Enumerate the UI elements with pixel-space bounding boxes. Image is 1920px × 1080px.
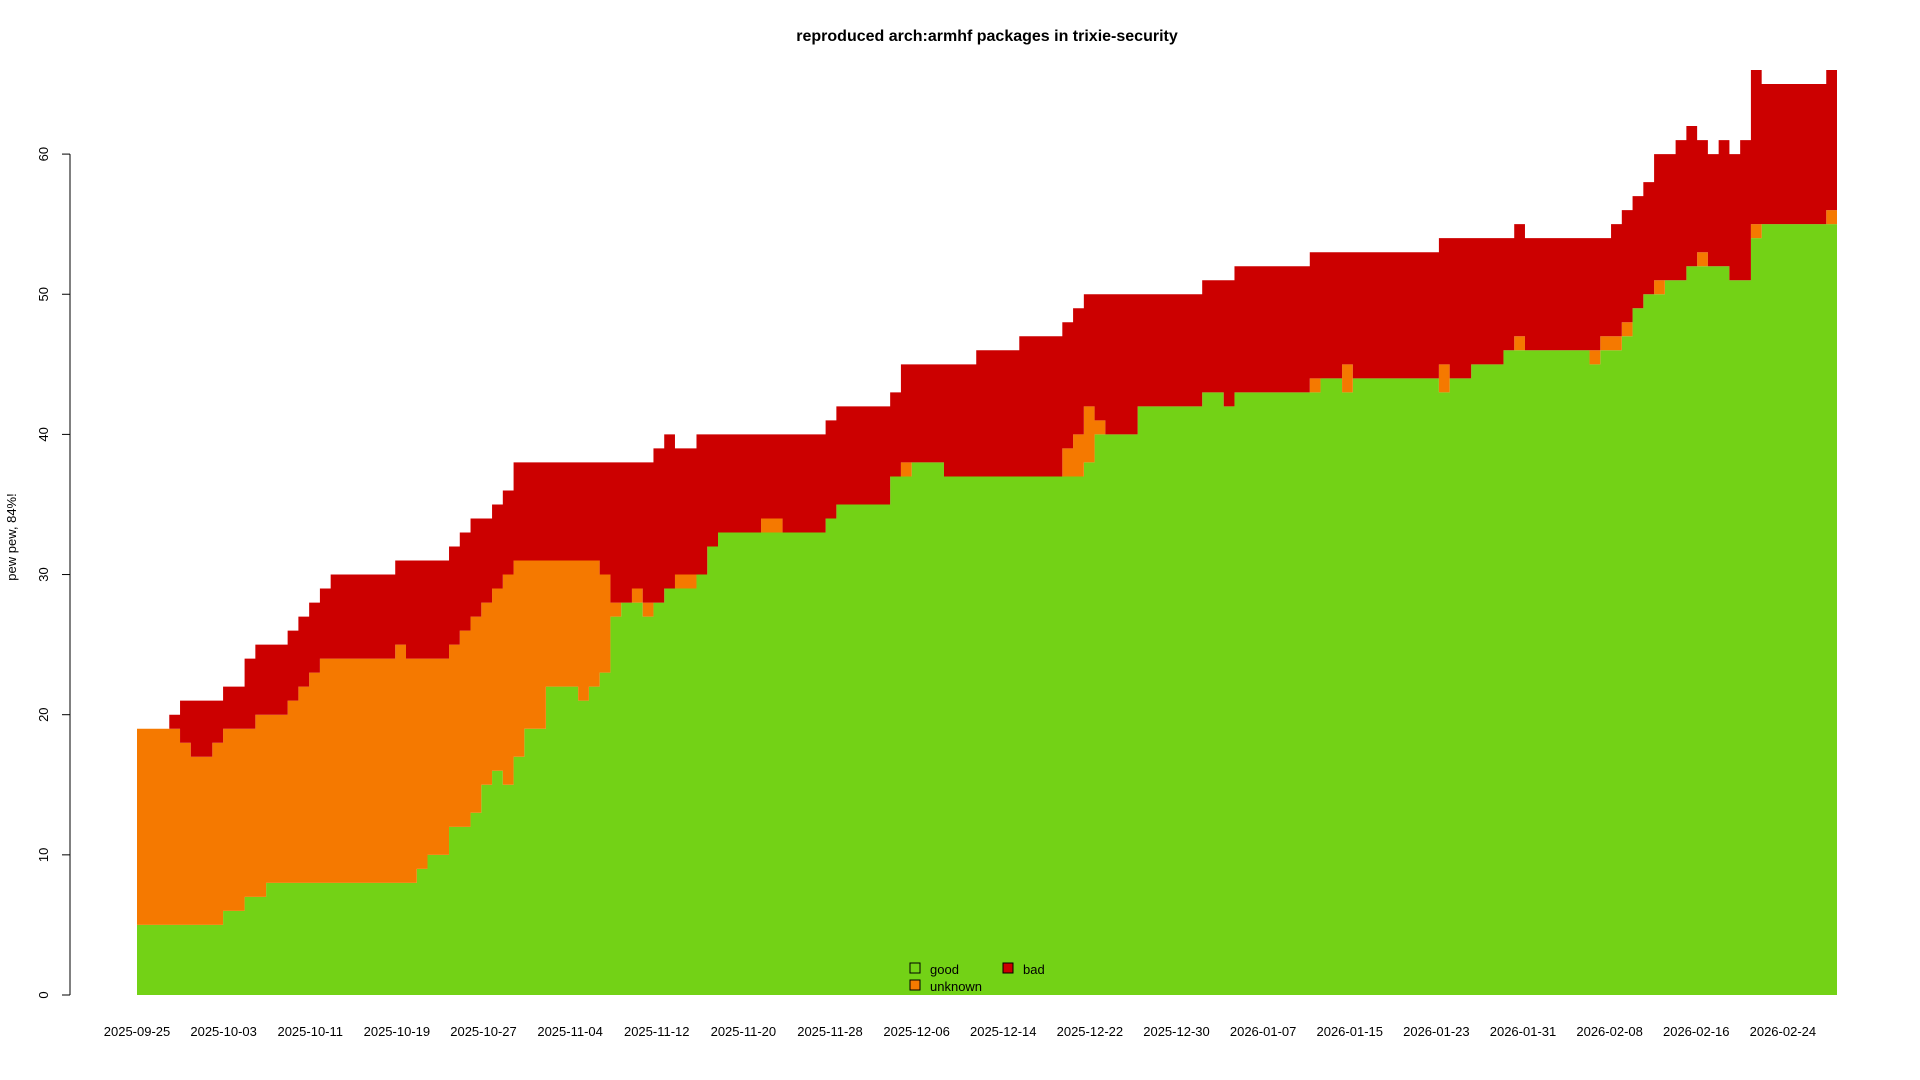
series-area-good — [137, 224, 1837, 996]
legend-swatch-good — [909, 962, 921, 974]
x-tick-label: 2025-11-28 — [797, 1024, 863, 1039]
y-tick-label: 10 — [36, 848, 51, 862]
legend-swatch-bad — [1002, 962, 1014, 974]
x-tick-label: 2025-10-27 — [450, 1024, 517, 1039]
x-tick-label: 2025-12-14 — [970, 1024, 1037, 1039]
series-layer — [137, 70, 1837, 996]
x-tick-label: 2026-02-24 — [1750, 1024, 1817, 1039]
series-area-bad — [137, 70, 1837, 757]
legend-label-unknown: unknown — [930, 979, 982, 994]
y-axis-label: pew pew, 84%! — [4, 493, 19, 580]
x-tick-label: 2025-12-30 — [1143, 1024, 1210, 1039]
y-axis: 0 10 20 30 40 50 60 — [36, 147, 71, 999]
x-tick-label: 2025-10-03 — [190, 1024, 257, 1039]
x-tick-label: 2026-01-31 — [1490, 1024, 1557, 1039]
x-tick-label: 2025-12-22 — [1057, 1024, 1124, 1039]
x-axis: 2025-09-25 2025-10-03 2025-10-11 2025-10-19… — [104, 1024, 1816, 1039]
series-area-unknown — [137, 210, 1837, 925]
x-tick-label: 2025-11-12 — [624, 1024, 690, 1039]
x-tick-label: 2026-02-08 — [1576, 1024, 1643, 1039]
x-tick-label: 2025-10-19 — [364, 1024, 431, 1039]
x-tick-label: 2026-02-16 — [1663, 1024, 1730, 1039]
legend-label-bad: bad — [1023, 962, 1045, 977]
legend-swatch-unknown — [909, 979, 921, 991]
x-tick-label: 2025-09-25 — [104, 1024, 171, 1039]
legend-label-good: good — [930, 962, 959, 977]
x-tick-label: 2025-11-20 — [711, 1024, 777, 1039]
y-tick-label: 40 — [36, 427, 51, 441]
chart-title: reproduced arch:armhf packages in trixie… — [796, 28, 1178, 45]
legend: good unknown bad — [909, 962, 1045, 994]
y-tick-label: 20 — [36, 707, 51, 721]
y-tick-label: 30 — [36, 567, 51, 581]
y-tick-label: 0 — [36, 991, 51, 998]
y-tick-label: 60 — [36, 147, 51, 161]
y-tick-label: 50 — [36, 287, 51, 301]
x-tick-label: 2025-10-11 — [277, 1024, 343, 1039]
x-tick-label: 2026-01-23 — [1403, 1024, 1470, 1039]
x-tick-label: 2026-01-15 — [1316, 1024, 1383, 1039]
x-tick-label: 2025-11-04 — [537, 1024, 603, 1039]
x-tick-label: 2026-01-07 — [1230, 1024, 1297, 1039]
x-tick-label: 2025-12-06 — [883, 1024, 950, 1039]
